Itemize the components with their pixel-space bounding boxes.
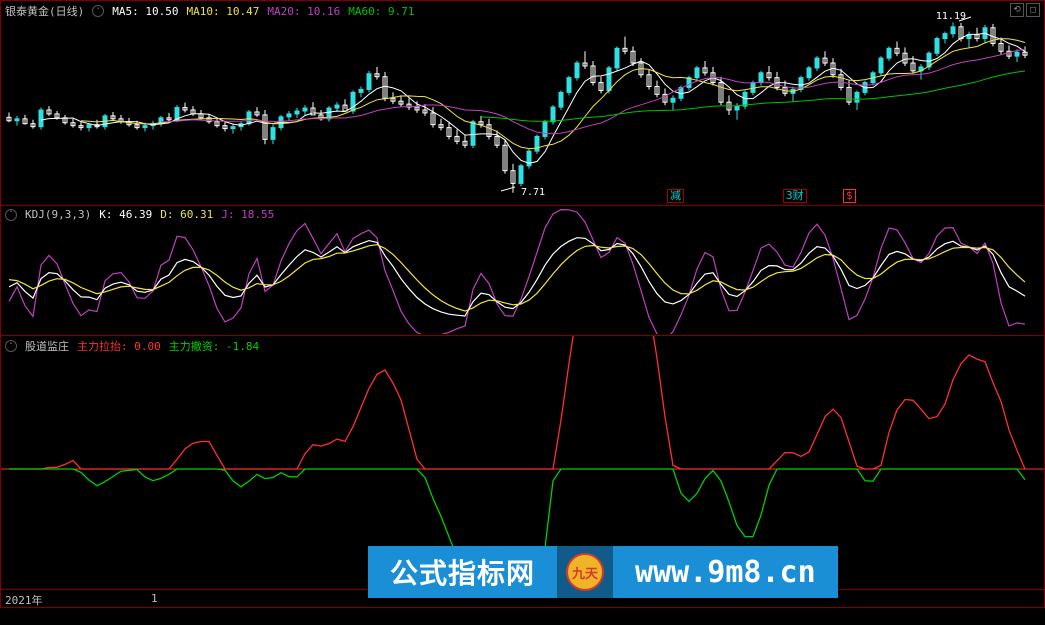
kdj-k-label: K: 46.39 <box>99 208 152 221</box>
stock-title: 银泰黄金(日线) <box>5 3 84 19</box>
custom-red-label: 主力拉抬: 0.00 <box>77 338 161 354</box>
watermark-logo-icon: 九天 <box>557 546 613 598</box>
event-marker: 减 <box>667 189 684 203</box>
timeline-label: 1 <box>151 592 158 605</box>
event-marker: 3财 <box>783 189 807 203</box>
maximize-icon[interactable]: □ <box>1026 3 1040 17</box>
candle-chart[interactable] <box>1 1 1044 205</box>
kdj-chart[interactable] <box>1 206 1044 334</box>
kdj-title: KDJ(9,3,3) <box>25 208 91 221</box>
watermark-site-name: 公式指标网 <box>368 546 557 598</box>
kdj-header: ˇ KDJ(9,3,3) K: 46.39 D: 60.31 J: 18.55 <box>5 208 274 221</box>
kdj-d-label: D: 60.31 <box>160 208 213 221</box>
timeline-label: 2021年 <box>5 592 43 608</box>
ma10-label: MA10: 10.47 <box>187 5 260 18</box>
custom-header: ˇ 股道监庄 主力拉抬: 0.00 主力撤资: -1.84 <box>5 338 259 354</box>
low-price-label: 7.71 <box>521 187 545 198</box>
watermark-url: www.9m8.cn <box>613 546 838 598</box>
ma5-label: MA5: 10.50 <box>112 5 178 18</box>
custom-green-label: 主力撤资: -1.84 <box>169 338 259 354</box>
panel-controls: ⟲ □ <box>1010 3 1040 17</box>
high-price-label: 11.19 <box>936 11 966 22</box>
watermark-banner: 公式指标网 九天 www.9m8.cn <box>368 546 838 598</box>
custom-title: 股道监庄 <box>25 338 69 354</box>
event-marker: $ <box>843 189 856 203</box>
kdj-panel[interactable]: ˇ KDJ(9,3,3) K: 46.39 D: 60.31 J: 18.55 <box>0 206 1045 336</box>
ma20-label: MA20: 10.16 <box>267 5 340 18</box>
kdj-j-label: J: 18.55 <box>221 208 274 221</box>
candle-panel[interactable]: 银泰黄金(日线) ˇ MA5: 10.50 MA10: 10.47 MA20: … <box>0 0 1045 206</box>
collapse-icon[interactable]: ˇ <box>5 340 17 352</box>
ma60-label: MA60: 9.71 <box>348 5 414 18</box>
refresh-icon[interactable]: ⟲ <box>1010 3 1024 17</box>
candle-header: 银泰黄金(日线) ˇ MA5: 10.50 MA10: 10.47 MA20: … <box>5 3 415 19</box>
collapse-icon[interactable]: ˇ <box>92 5 104 17</box>
collapse-icon[interactable]: ˇ <box>5 209 17 221</box>
